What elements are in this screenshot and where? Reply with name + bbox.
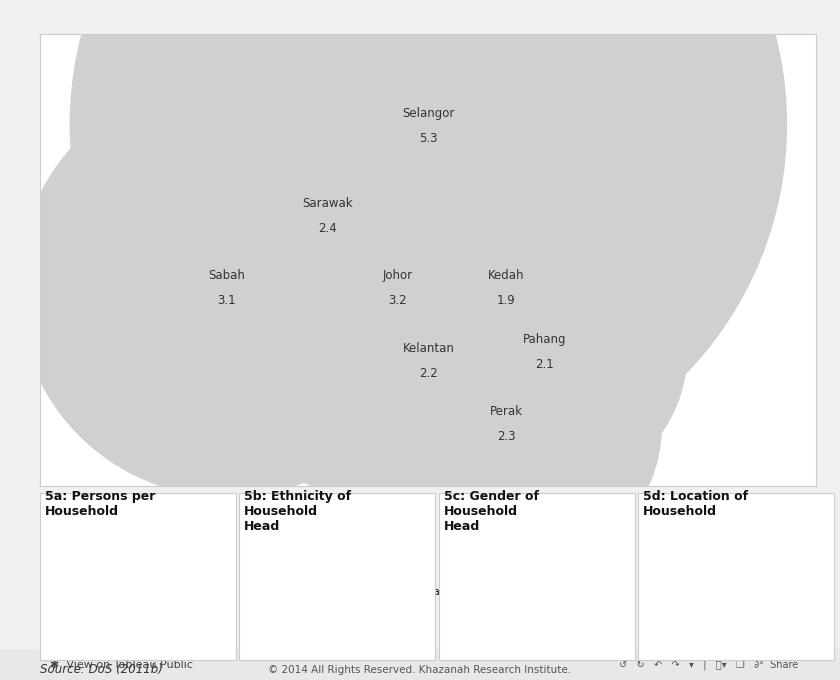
Point	[391, 282, 404, 292]
Text: Female: Female	[490, 536, 525, 546]
Text: Male: Male	[549, 624, 573, 634]
Text: 2.1: 2.1	[535, 358, 554, 371]
Point	[499, 418, 512, 428]
Text: Source: DoS (2011b): Source: DoS (2011b)	[40, 663, 163, 676]
Point	[220, 282, 234, 292]
Point	[577, 232, 591, 243]
Text: >6: >6	[123, 532, 138, 542]
Wedge shape	[126, 547, 150, 585]
Wedge shape	[139, 583, 176, 622]
Text: 1.9: 1.9	[496, 294, 516, 307]
Point	[468, 196, 481, 207]
Point	[321, 209, 334, 220]
Text: 3: 3	[118, 625, 123, 635]
Text: 2.2: 2.2	[419, 367, 438, 379]
Wedge shape	[502, 547, 559, 585]
Point	[422, 119, 435, 130]
Text: 3.1: 3.1	[218, 294, 236, 307]
Text: 5b: Ethnicity of
Household
Head: 5b: Ethnicity of Household Head	[244, 490, 351, 532]
Point	[499, 282, 512, 292]
Text: 1: 1	[100, 545, 107, 554]
Text: 2: 2	[85, 585, 91, 594]
Text: 3.2: 3.2	[388, 294, 407, 307]
Text: Chinese: Chinese	[253, 583, 291, 593]
Text: 5: 5	[176, 551, 182, 561]
Text: 4: 4	[177, 607, 183, 617]
Wedge shape	[698, 550, 774, 623]
Text: © 2014 All Rights Reserved. Khazanah Research Institute.: © 2014 All Rights Reserved. Khazanah Res…	[269, 665, 571, 675]
Text: Kelantan: Kelantan	[402, 342, 454, 355]
Wedge shape	[100, 568, 139, 608]
Text: Bumiputera: Bumiputera	[382, 588, 440, 597]
Point	[422, 354, 435, 365]
Text: 2.4: 2.4	[318, 222, 337, 235]
Wedge shape	[108, 585, 150, 623]
Text: Urban: Urban	[748, 624, 777, 634]
Point	[321, 332, 334, 343]
Text: Pahang: Pahang	[523, 333, 566, 345]
Text: 5d: Location of
Household: 5d: Location of Household	[643, 490, 748, 517]
Point	[305, 255, 318, 266]
Text: Kedah: Kedah	[488, 269, 524, 282]
Text: 5a: Persons per
Household: 5a: Persons per Household	[45, 490, 155, 517]
Text: ↺   ↻   ↶   ↷   ▾   |   ⎗▾   ❐   ∂°  Share: ↺ ↻ ↶ ↷ ▾ | ⎗▾ ❐ ∂° Share	[619, 660, 798, 670]
Point	[538, 345, 552, 356]
Text: Sarawak: Sarawak	[302, 197, 353, 210]
Wedge shape	[311, 547, 375, 623]
Text: Johor: Johor	[382, 269, 412, 282]
Wedge shape	[706, 547, 753, 585]
Text: Indians: Indians	[274, 544, 309, 554]
Text: ✱  View on Tableau Public: ✱ View on Tableau Public	[50, 660, 193, 670]
Text: Selangor: Selangor	[402, 107, 454, 120]
Text: Perak: Perak	[490, 405, 522, 418]
Wedge shape	[307, 550, 338, 585]
Wedge shape	[139, 549, 176, 585]
Text: 5.3: 5.3	[419, 131, 438, 145]
Text: Sabah: Sabah	[208, 269, 245, 282]
Text: 5c: Gender of
Household
Head: 5c: Gender of Household Head	[444, 490, 538, 532]
Wedge shape	[499, 554, 575, 623]
Wedge shape	[103, 549, 139, 585]
Text: 2.3: 2.3	[496, 430, 515, 443]
Text: Rural: Rural	[699, 536, 725, 545]
Wedge shape	[299, 561, 338, 613]
Point	[360, 390, 373, 401]
